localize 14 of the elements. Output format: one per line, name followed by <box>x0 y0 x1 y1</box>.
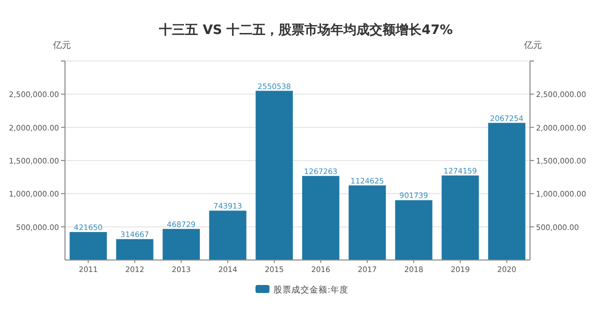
y2-axis-title: 亿元 <box>523 40 542 51</box>
bar <box>348 185 386 260</box>
bar <box>162 228 200 260</box>
bar <box>488 122 526 260</box>
y-axis-title: 亿元 <box>52 40 71 51</box>
legend-label: 股票成交金额:年度 <box>274 284 348 296</box>
bar <box>70 232 107 260</box>
chart-title: 十三五 VS 十二五，股票市场年均成交额增长47% <box>158 22 453 38</box>
bar <box>395 200 432 260</box>
bar <box>256 90 293 260</box>
bar <box>116 239 154 260</box>
bar <box>442 175 479 260</box>
bar <box>209 210 246 260</box>
bar <box>302 176 340 260</box>
